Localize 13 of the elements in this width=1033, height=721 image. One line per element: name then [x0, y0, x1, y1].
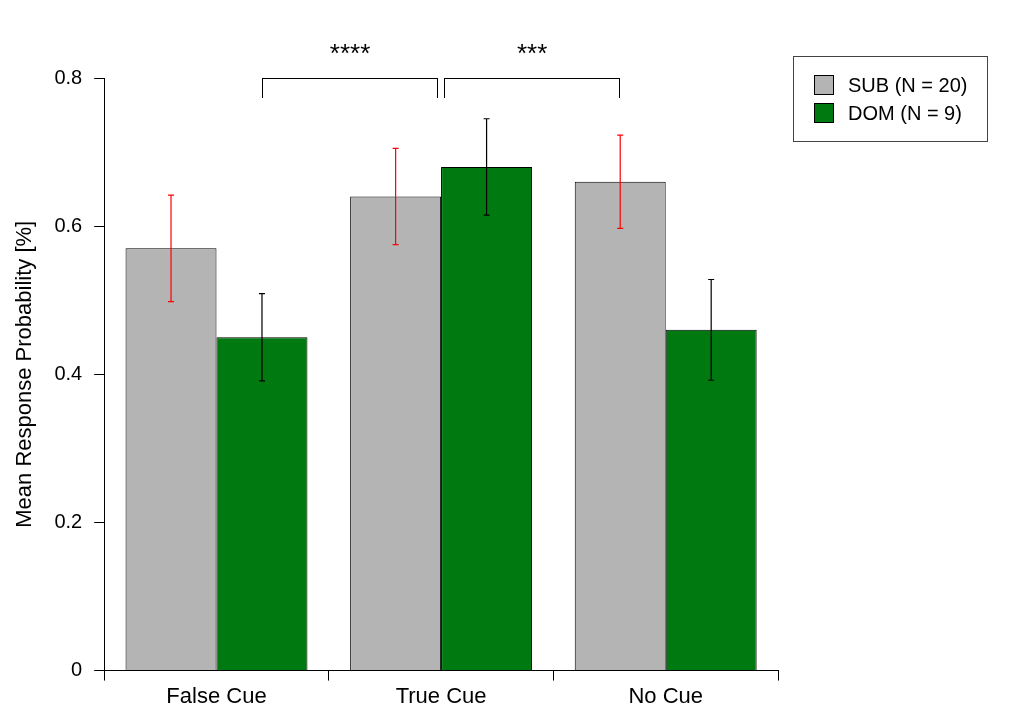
y-axis-title: Mean Response Probability [%] — [11, 220, 37, 528]
x-tick-label: True Cue — [395, 682, 487, 708]
legend-label: SUB (N = 20) — [848, 73, 968, 98]
y-tick-label: 0.8 — [54, 65, 83, 88]
text: **** — [328, 38, 372, 69]
y-tick-label: 0.2 — [54, 509, 83, 532]
x-tick-label: No Cue — [628, 682, 703, 708]
text: *** — [515, 38, 549, 69]
legend-label: DOM (N = 9) — [848, 101, 962, 126]
y-tick-label: 0 — [71, 658, 83, 681]
y-tick-label: 0.6 — [54, 213, 83, 236]
x-tick-label: False Cue — [166, 682, 267, 708]
y-tick-label: 0.4 — [54, 361, 83, 384]
